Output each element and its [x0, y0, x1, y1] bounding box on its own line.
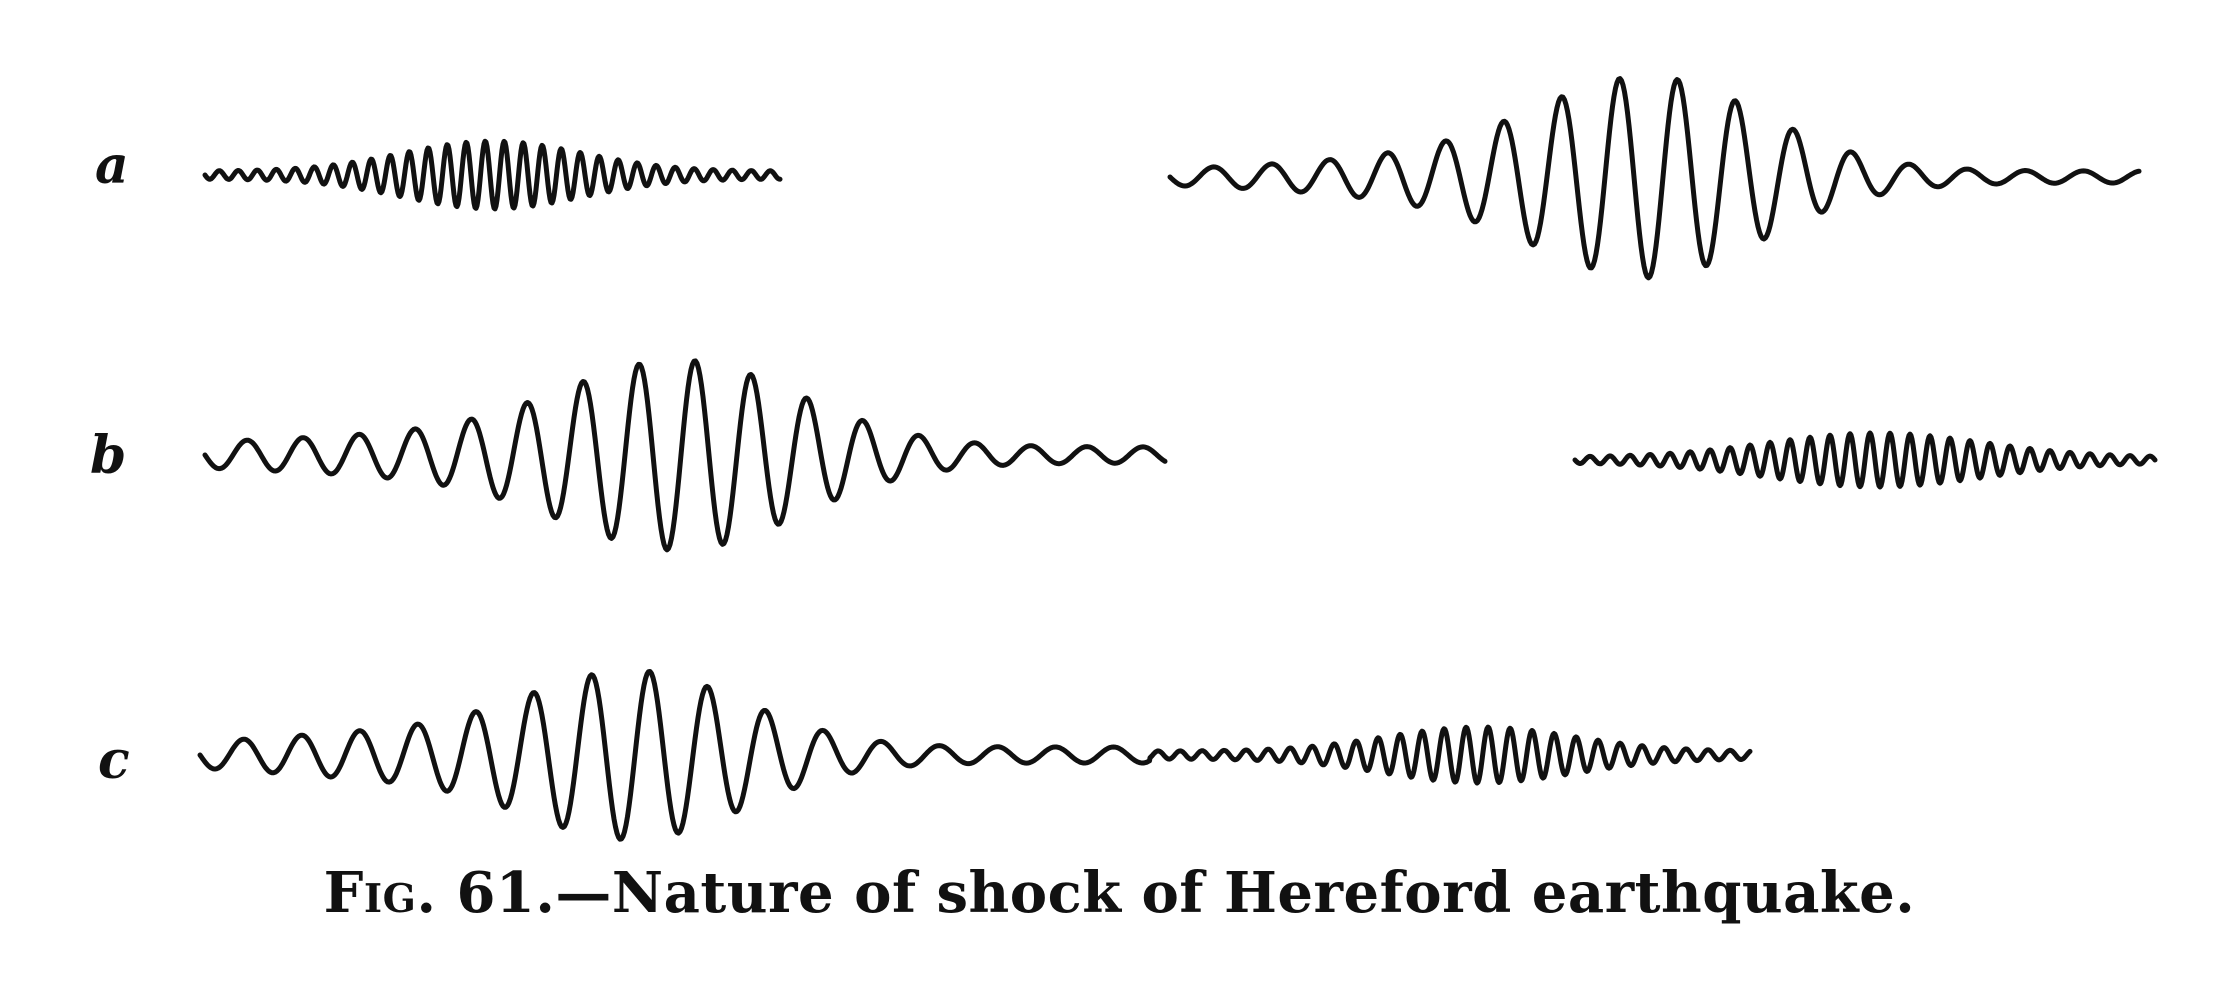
trace-a-left — [202, 138, 783, 212]
trace-b-right — [1572, 430, 2158, 490]
row-label-b: b — [90, 425, 127, 486]
figure-caption-text: —Nature of shock of Hereford earthquake. — [555, 860, 1916, 926]
row-label-a: a — [95, 135, 129, 196]
row-label-c: c — [98, 730, 130, 791]
trace-c — [197, 669, 1753, 842]
trace-b-left — [202, 358, 1168, 553]
figure-caption: Fig. 61.—Nature of shock of Hereford ear… — [0, 860, 2239, 926]
trace-a-right — [1167, 76, 2142, 281]
figure-number: Fig. 61. — [323, 860, 556, 926]
